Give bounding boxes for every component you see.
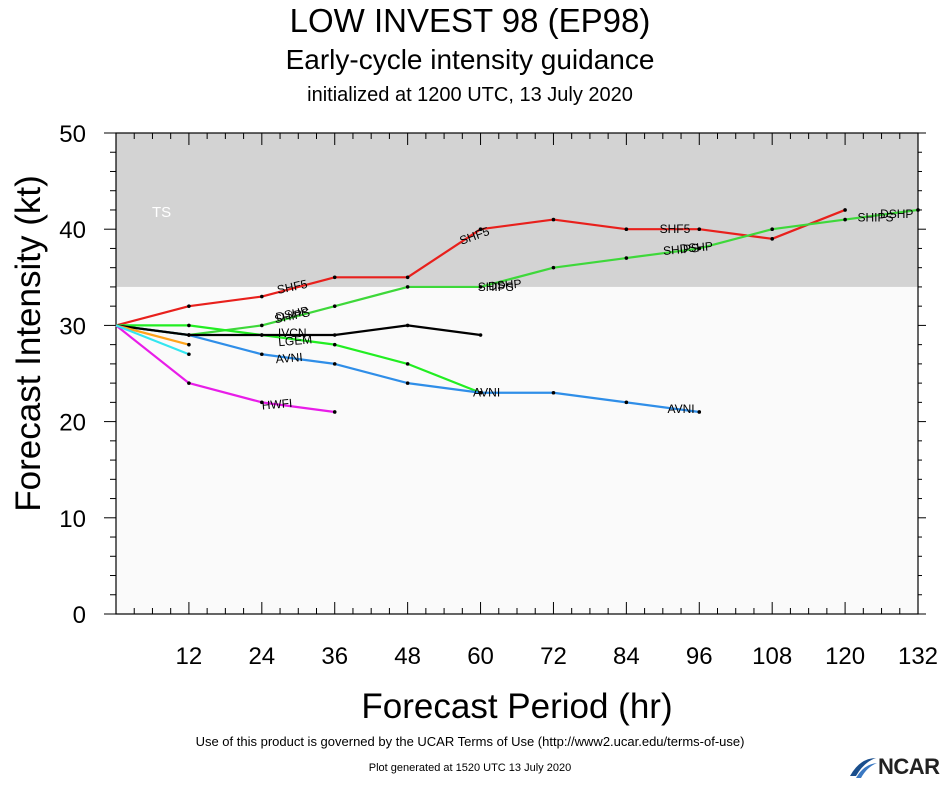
series-point-0 [551,217,556,222]
ncar-logo: NCAR [848,754,940,780]
series-line-2 [116,324,481,394]
series-line-7 [115,324,190,356]
x-tick-label: 12 [176,643,203,670]
series-point-0 [770,237,774,241]
series-point-0 [405,275,410,280]
ncar-logo-text: NCAR [878,754,940,779]
model-label: DSHP [880,207,913,221]
series-point-3 [260,352,264,357]
y-tick-label: 10 [59,506,86,533]
y-tick-label: 40 [59,217,86,244]
series-point-5 [260,400,264,405]
model-label: DSHP [679,239,713,256]
series-point-1 [697,246,702,251]
series-point-4 [260,333,264,337]
series-point-1 [770,227,774,231]
model-label: DSHP [274,304,310,325]
band-0 [116,133,918,287]
x-axis-label: Forecast Period (hr) [361,687,672,726]
series-point-1 [332,304,337,308]
series-point-3 [478,390,483,395]
series-point-1 [843,217,847,222]
model-label: HWFI [261,396,293,413]
series-point-4 [478,333,483,337]
x-tick-label: 132 [898,643,938,670]
y-tick-label: 0 [73,602,86,629]
series-point-3 [405,381,410,385]
series-line-6 [115,324,190,346]
series-point-0 [478,227,483,231]
series-point-6 [187,342,191,347]
model-label: LGEM [278,332,313,349]
plot-generated-note: Plot generated at 1520 UTC 13 July 2020 [368,762,572,774]
series-line-5 [115,324,335,414]
series-point-0 [843,208,847,212]
series-point-2 [332,342,337,347]
series-point-0 [332,275,337,280]
series-point-4 [405,323,410,328]
model-label: SHF5 [276,277,309,297]
series-point-0 [624,227,629,231]
series-point-3 [551,390,556,395]
series-point-1 [405,285,410,289]
x-tick-label: 60 [467,643,494,670]
terms-of-use-note: Use of this product is governed by the U… [195,734,745,749]
chart-title: LOW INVEST 98 (EP98) [289,2,651,39]
model-label: IVCN [278,326,307,340]
series-point-1 [916,208,920,212]
y-tick-label: 20 [59,410,86,437]
series-point-0 [260,294,264,299]
intensity-chart: TS 12 24 36 48 60 72 84 96 108 120 132 0 10 20 30 40 50 Fo… [9,121,938,726]
series-point-1 [260,323,264,328]
model-label: AVNI [667,402,694,416]
series-point-1 [624,256,629,260]
chart-subtitle: Early-cycle intensity guidance [285,44,655,75]
series-point-4 [332,333,337,337]
x-tick-label: 120 [825,643,865,670]
series-point-4 [187,333,191,337]
y-tick-label: 50 [59,121,86,148]
y-tick-label: 30 [59,313,86,340]
model-label: SHIPS [478,280,514,294]
series-line-4 [115,324,481,337]
x-tick-label: 72 [540,643,567,670]
model-label: AVNI [473,386,500,400]
init-time: initialized at 1200 UTC, 13 July 2020 [307,84,633,106]
model-label: SHF5 [660,222,691,236]
x-tick-label: 24 [248,643,275,670]
model-label: DSHP [488,277,522,294]
series-point-3 [332,362,337,366]
model-label: AVNI [275,350,303,366]
x-tick-label: 96 [686,643,713,670]
x-tick-label: 108 [752,643,792,670]
series-point-3 [624,400,629,405]
series-point-1 [551,265,556,270]
band-label-0: TS [152,204,171,221]
x-tick-label: 36 [321,643,348,670]
series-point-0 [187,304,191,308]
x-tick-label: 48 [394,643,421,670]
y-axis-label: Forecast Intensity (kt) [9,175,48,511]
x-tick-label: 84 [613,643,640,670]
series-point-2 [187,323,191,328]
ncar-swoosh-icon [850,758,877,778]
series-point-0 [697,227,702,231]
series-point-2 [405,362,410,366]
series-line-1 [115,208,919,337]
series-point-7 [187,352,191,357]
model-label: SHIPS [857,211,893,225]
series-point-5 [332,410,337,414]
series-point-3 [697,410,702,414]
model-label: SHIPS [662,241,699,258]
series-point-1 [478,285,483,289]
series-point-5 [187,381,191,385]
